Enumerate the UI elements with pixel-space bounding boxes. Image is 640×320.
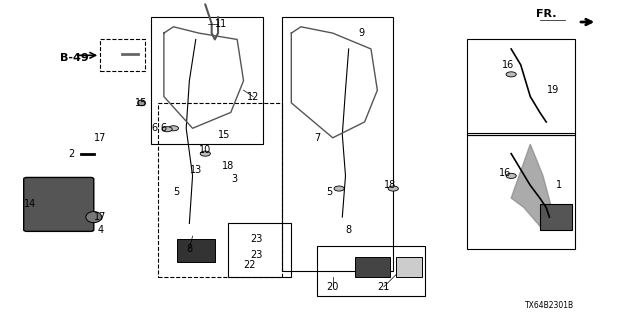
Ellipse shape bbox=[138, 100, 145, 106]
Text: 5: 5 bbox=[326, 187, 333, 197]
Text: 15: 15 bbox=[136, 98, 148, 108]
Bar bbox=[467, 39, 575, 135]
Text: 16: 16 bbox=[499, 168, 511, 178]
Text: 6: 6 bbox=[161, 123, 167, 133]
Bar bbox=[157, 103, 282, 277]
Text: 16: 16 bbox=[502, 60, 514, 70]
Text: 14: 14 bbox=[24, 199, 36, 209]
Circle shape bbox=[200, 151, 211, 156]
Text: 18: 18 bbox=[221, 161, 234, 171]
Text: 13: 13 bbox=[189, 164, 202, 174]
Text: 4: 4 bbox=[97, 225, 103, 235]
Text: 17: 17 bbox=[94, 212, 106, 222]
Text: FR.: FR. bbox=[536, 9, 556, 19]
Text: 19: 19 bbox=[547, 85, 559, 95]
Bar bbox=[228, 223, 291, 277]
Circle shape bbox=[162, 127, 172, 132]
Text: 18: 18 bbox=[384, 180, 396, 190]
Ellipse shape bbox=[86, 212, 102, 223]
Text: 15: 15 bbox=[218, 130, 230, 140]
Text: B-49: B-49 bbox=[60, 53, 89, 63]
Circle shape bbox=[506, 173, 516, 178]
Text: 8: 8 bbox=[346, 225, 352, 235]
Circle shape bbox=[168, 126, 179, 131]
Bar bbox=[467, 135, 575, 249]
Text: 11: 11 bbox=[215, 19, 227, 28]
Text: 7: 7 bbox=[314, 133, 320, 143]
Text: 6: 6 bbox=[151, 123, 157, 133]
Text: 2: 2 bbox=[68, 149, 75, 159]
Bar bbox=[151, 17, 262, 144]
Bar bbox=[396, 257, 422, 277]
Text: 22: 22 bbox=[244, 260, 256, 270]
Bar bbox=[177, 239, 215, 261]
Bar bbox=[317, 246, 425, 296]
Text: 1: 1 bbox=[556, 180, 562, 190]
Text: 12: 12 bbox=[247, 92, 259, 101]
Bar bbox=[355, 257, 390, 277]
Circle shape bbox=[334, 186, 344, 191]
Text: 23: 23 bbox=[250, 250, 262, 260]
Text: 9: 9 bbox=[358, 28, 365, 38]
Text: TX64B2301B: TX64B2301B bbox=[525, 301, 574, 310]
Text: 8: 8 bbox=[186, 244, 193, 254]
Text: 3: 3 bbox=[231, 174, 237, 184]
Circle shape bbox=[506, 72, 516, 77]
Text: 20: 20 bbox=[326, 282, 339, 292]
Bar bbox=[540, 204, 572, 230]
Text: 21: 21 bbox=[378, 282, 390, 292]
Text: 5: 5 bbox=[173, 187, 180, 197]
Bar bbox=[282, 17, 394, 271]
Text: 10: 10 bbox=[199, 146, 211, 156]
Polygon shape bbox=[511, 144, 556, 230]
Text: 23: 23 bbox=[250, 234, 262, 244]
Bar bbox=[100, 39, 145, 71]
Text: 17: 17 bbox=[94, 133, 106, 143]
Circle shape bbox=[388, 186, 398, 191]
FancyBboxPatch shape bbox=[24, 178, 94, 231]
